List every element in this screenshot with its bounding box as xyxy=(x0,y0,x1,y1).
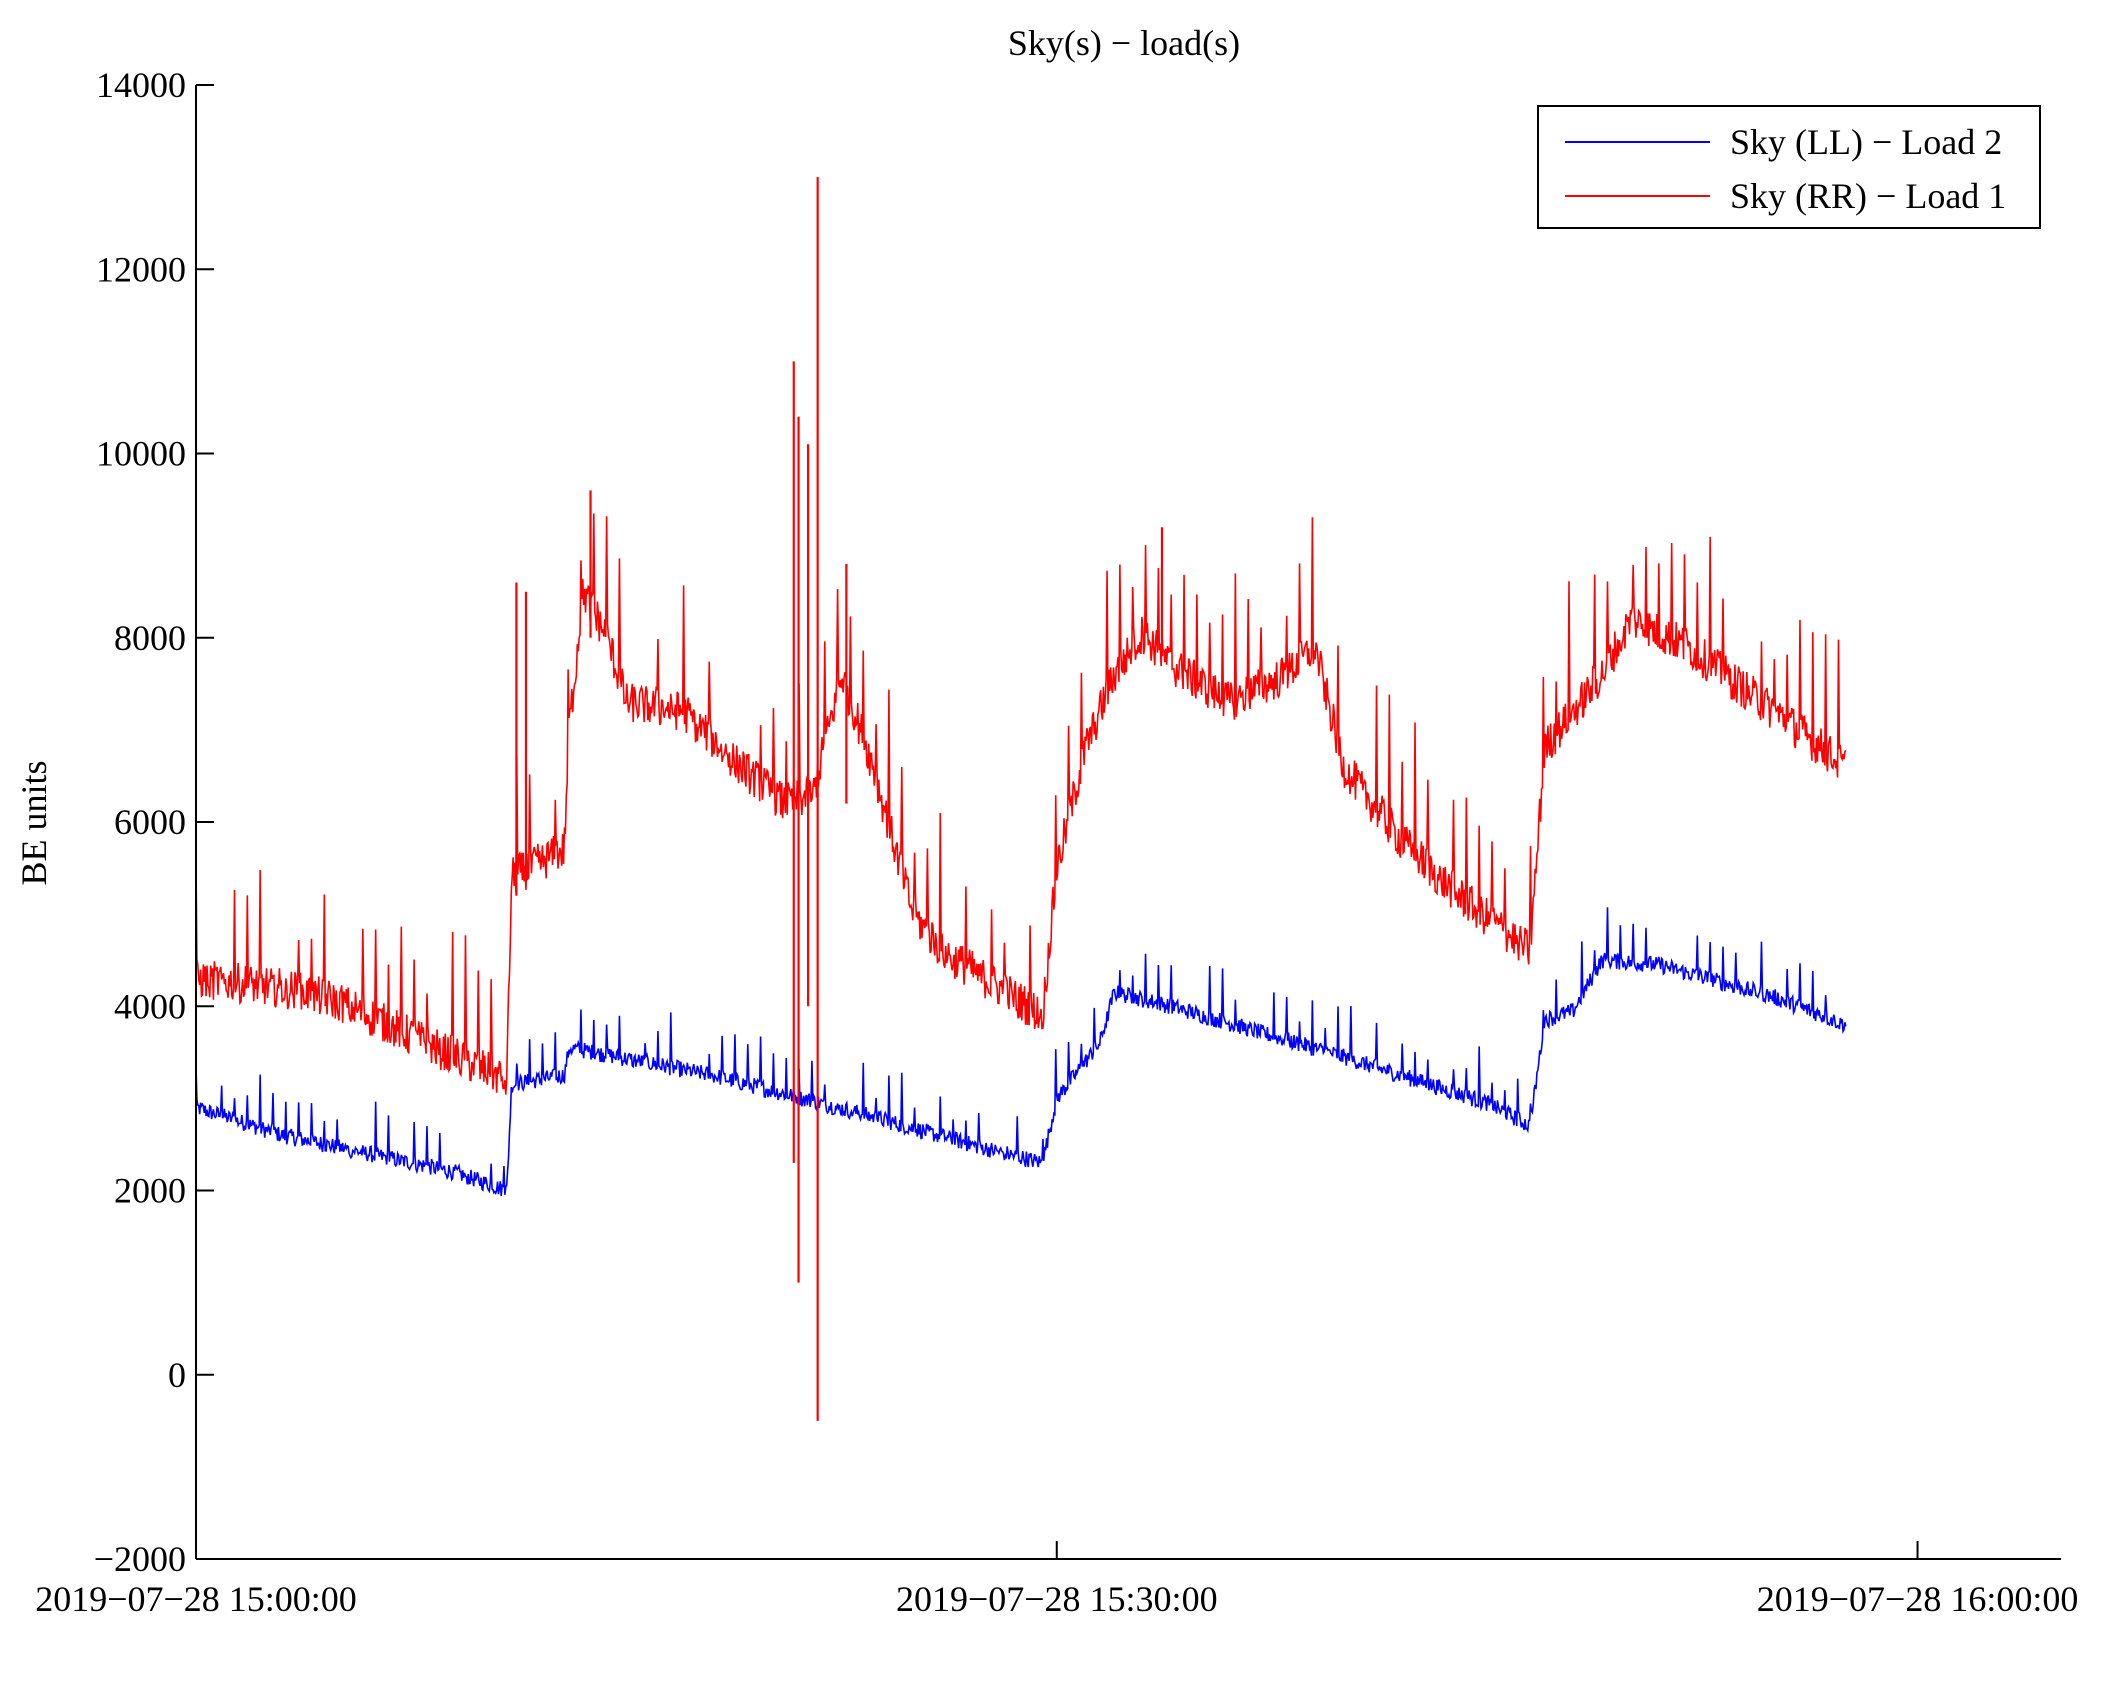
plot-area xyxy=(195,177,1847,1421)
axes: −2000 0 2000 4000 6000 8000 10000 12000 14000 201… xyxy=(35,65,2078,1619)
y-tick-label: 14000 xyxy=(96,65,186,105)
y-tick-label: 8000 xyxy=(114,618,186,658)
y-tick-label: 2000 xyxy=(114,1171,186,1211)
y-tick-label: 10000 xyxy=(96,434,186,474)
series-line-1 xyxy=(195,907,1847,1197)
legend-label-1: Sky (LL) − Load 2 xyxy=(1730,122,2002,162)
y-tick-label: 4000 xyxy=(114,986,186,1026)
y-tick-label: 12000 xyxy=(96,249,186,289)
x-tick-label: 2019−07−28 15:00:00 xyxy=(35,1579,357,1619)
y-tick-label: 0 xyxy=(168,1355,186,1395)
x-tick-label: 2019−07−28 16:00:00 xyxy=(1757,1579,2079,1619)
series-line-2 xyxy=(195,513,1847,1095)
legend-box xyxy=(1537,105,2041,229)
chart-title: Sky(s) − load(s) xyxy=(1008,23,1240,63)
y-axis-label: BE units xyxy=(14,760,54,885)
y-tick-label: 6000 xyxy=(114,802,186,842)
legend-label-2: Sky (RR) − Load 1 xyxy=(1730,176,2006,216)
legend: Sky (LL) − Load 2 Sky (RR) − Load 1 xyxy=(1537,105,2041,229)
x-tick-label: 2019−07−28 15:30:00 xyxy=(896,1579,1218,1619)
y-tick-label: −2000 xyxy=(94,1539,186,1579)
